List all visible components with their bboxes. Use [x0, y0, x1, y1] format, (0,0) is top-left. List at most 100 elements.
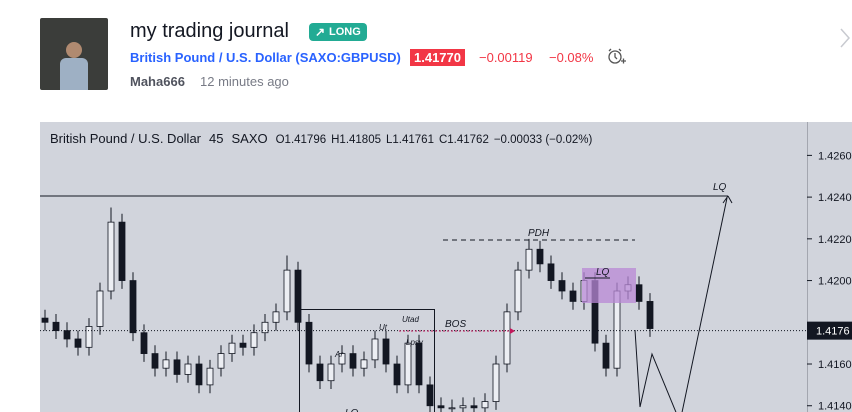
y-tick-label: 1.4240	[818, 192, 852, 204]
candle-body	[107, 221, 115, 292]
y-tick-label: 1.4140	[818, 401, 852, 412]
range-box	[299, 309, 435, 412]
candle-body	[338, 353, 346, 365]
candle-body	[404, 342, 412, 386]
candle-body	[162, 359, 170, 369]
candle-body	[393, 363, 401, 386]
projection	[634, 329, 677, 412]
candle-body	[52, 321, 60, 332]
annotation: Lpsy	[406, 338, 424, 347]
alert-icon[interactable]	[606, 47, 626, 67]
candle-body	[316, 363, 324, 382]
drawings: LQ PDH BOS LQ Ut Utad Ar Lpsy LQ	[40, 182, 733, 412]
candle-body	[558, 280, 566, 292]
candle-body	[371, 338, 379, 361]
long-badge: ↗ LONG	[309, 23, 367, 41]
candle-body	[217, 353, 225, 369]
candle-body	[437, 405, 445, 409]
symbol-link[interactable]: British Pound / U.S. Dollar (SAXO:GBPUSD…	[130, 50, 401, 65]
candle-body	[305, 321, 313, 365]
y-tick-label: 1.4220	[818, 234, 852, 246]
lq-zone	[582, 268, 636, 303]
candle-body	[272, 311, 280, 323]
chart: LQ PDH BOS LQ Ut Utad Ar Lpsy LQ 1.42601…	[40, 122, 852, 412]
symbol-code[interactable]: (SAXO:GBPUSD)	[295, 50, 401, 65]
candle-body	[349, 353, 357, 369]
candle-body	[382, 338, 390, 365]
annotation: Ut	[379, 323, 388, 332]
candle-body	[481, 401, 489, 409]
candle-body	[96, 290, 104, 327]
symbol-name[interactable]: British Pound / U.S. Dollar	[130, 50, 292, 65]
idea-title[interactable]: my trading journal	[130, 20, 289, 42]
legend-exchange: SAXO	[231, 131, 267, 146]
y-tick-label: 1.4200	[818, 276, 852, 288]
projection-up	[681, 197, 728, 412]
candle-body	[294, 269, 302, 323]
annotation: LQ	[596, 267, 610, 278]
y-tick-label: 1.4160	[818, 359, 852, 371]
chart-legend: British Pound / U.S. Dollar 45 SAXO O1.4179…	[50, 131, 592, 146]
candle-body	[646, 301, 654, 329]
annotation: LQ	[345, 408, 359, 412]
candle-body	[74, 338, 82, 348]
candle-body	[261, 321, 269, 334]
candle-body	[635, 284, 643, 302]
legend-low: L1.41761	[386, 134, 434, 146]
candle-body	[41, 317, 49, 323]
candle-body	[173, 359, 181, 375]
candle-body	[63, 330, 71, 340]
candle-body	[129, 280, 137, 334]
badge-text: LONG	[329, 26, 361, 38]
candle-body	[250, 332, 258, 348]
annotation: LQ	[713, 182, 727, 193]
avatar[interactable]	[40, 18, 108, 90]
time-ago: 12 minutes ago	[200, 74, 289, 89]
candle-body	[525, 248, 533, 271]
candle-body	[459, 405, 467, 409]
candle-body	[85, 326, 93, 348]
candle-body	[536, 248, 544, 265]
candle-body	[206, 367, 214, 386]
price-axis: 1.4260 1.4240 1.4220 1.4200 1.4160 1.4140 1.41…	[807, 150, 852, 412]
last-price-box	[807, 321, 852, 340]
last-price-label: 1.4176	[816, 326, 850, 338]
candle-body	[327, 363, 335, 382]
price-change-percent: −0.08%	[549, 50, 594, 65]
candle-body	[118, 221, 126, 281]
candle-body	[140, 332, 148, 354]
legend-close: C1.41762	[439, 134, 489, 146]
author[interactable]: Maha666	[130, 74, 185, 89]
chart-background	[40, 122, 852, 412]
price-box: 1.41770	[410, 49, 465, 66]
candle-body	[184, 363, 192, 375]
candle-body	[228, 342, 236, 354]
next-arrow[interactable]	[838, 26, 852, 50]
candle-body	[547, 263, 555, 281]
y-tick-label: 1.4260	[818, 150, 852, 162]
annotation: Utad	[402, 315, 419, 324]
legend-change: −0.00033 (−0.02%)	[494, 134, 593, 146]
candle-body	[514, 269, 522, 313]
legend-high: H1.41805	[331, 134, 381, 146]
legend-open: O1.41796	[276, 134, 327, 146]
candle-body	[426, 384, 434, 407]
legend-symbol: British Pound / U.S. Dollar	[50, 131, 202, 146]
annotation: BOS	[445, 319, 466, 330]
candle-body	[448, 407, 456, 410]
candle-body	[569, 290, 577, 302]
candle-body	[151, 353, 159, 369]
candle-body	[195, 363, 203, 386]
annotation: Ar	[334, 350, 343, 359]
candle-body	[503, 311, 511, 365]
annotation: PDH	[528, 228, 550, 239]
candle-body	[470, 405, 478, 409]
candle-body	[360, 359, 368, 369]
price-change: −0.00119	[479, 50, 533, 65]
candle-body	[492, 363, 500, 402]
candle-body	[239, 342, 247, 348]
candle-body	[283, 269, 291, 313]
candle-body	[602, 342, 610, 369]
candle-body	[415, 342, 423, 386]
